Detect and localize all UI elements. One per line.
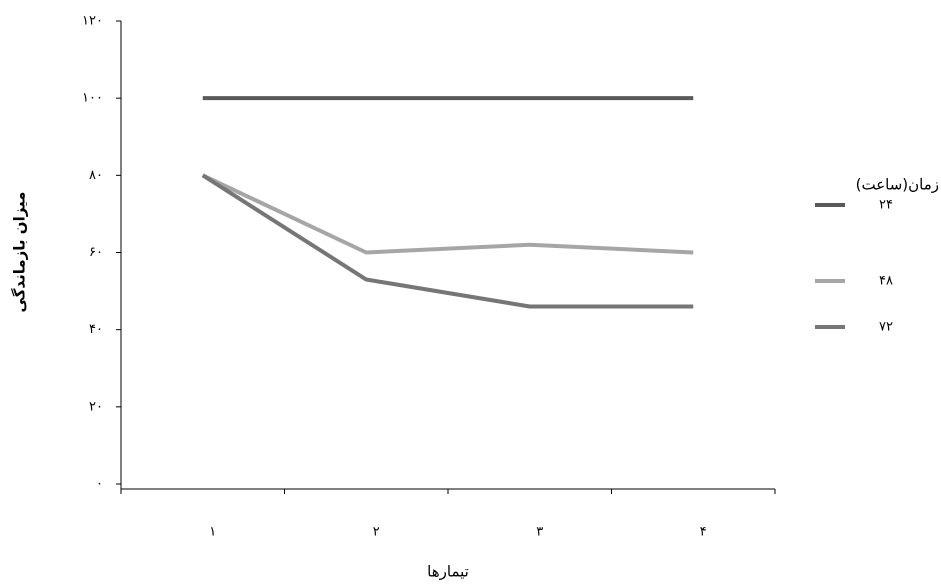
series-line xyxy=(201,173,694,255)
y-tick-label: ۶۰ xyxy=(89,245,103,260)
y-tick-label: ۰ xyxy=(96,477,103,492)
legend-title: زمان(ساعت) xyxy=(856,176,939,194)
legend-label: ۴۸ xyxy=(879,274,893,289)
y-tick-label: ۱۲۰ xyxy=(82,14,103,29)
x-tick-label: ۴ xyxy=(700,525,707,540)
x-axis-label: تیمارها xyxy=(427,563,469,581)
y-tick-label: ۲۰ xyxy=(89,399,103,414)
y-tick-label: ۱۰۰ xyxy=(82,91,103,106)
y-axis-label: میزان بازماندگی xyxy=(11,192,29,313)
legend-label: ۲۴ xyxy=(879,198,893,213)
legend-label: ۷۲ xyxy=(879,320,893,335)
x-tick-label: ۱ xyxy=(209,525,216,540)
x-tick-label: ۳ xyxy=(536,525,543,540)
y-tick-label: ۸۰ xyxy=(89,168,103,183)
y-tick-label: ۴۰ xyxy=(89,322,103,337)
series-line xyxy=(201,173,694,309)
x-tick-label: ۲ xyxy=(373,525,380,540)
